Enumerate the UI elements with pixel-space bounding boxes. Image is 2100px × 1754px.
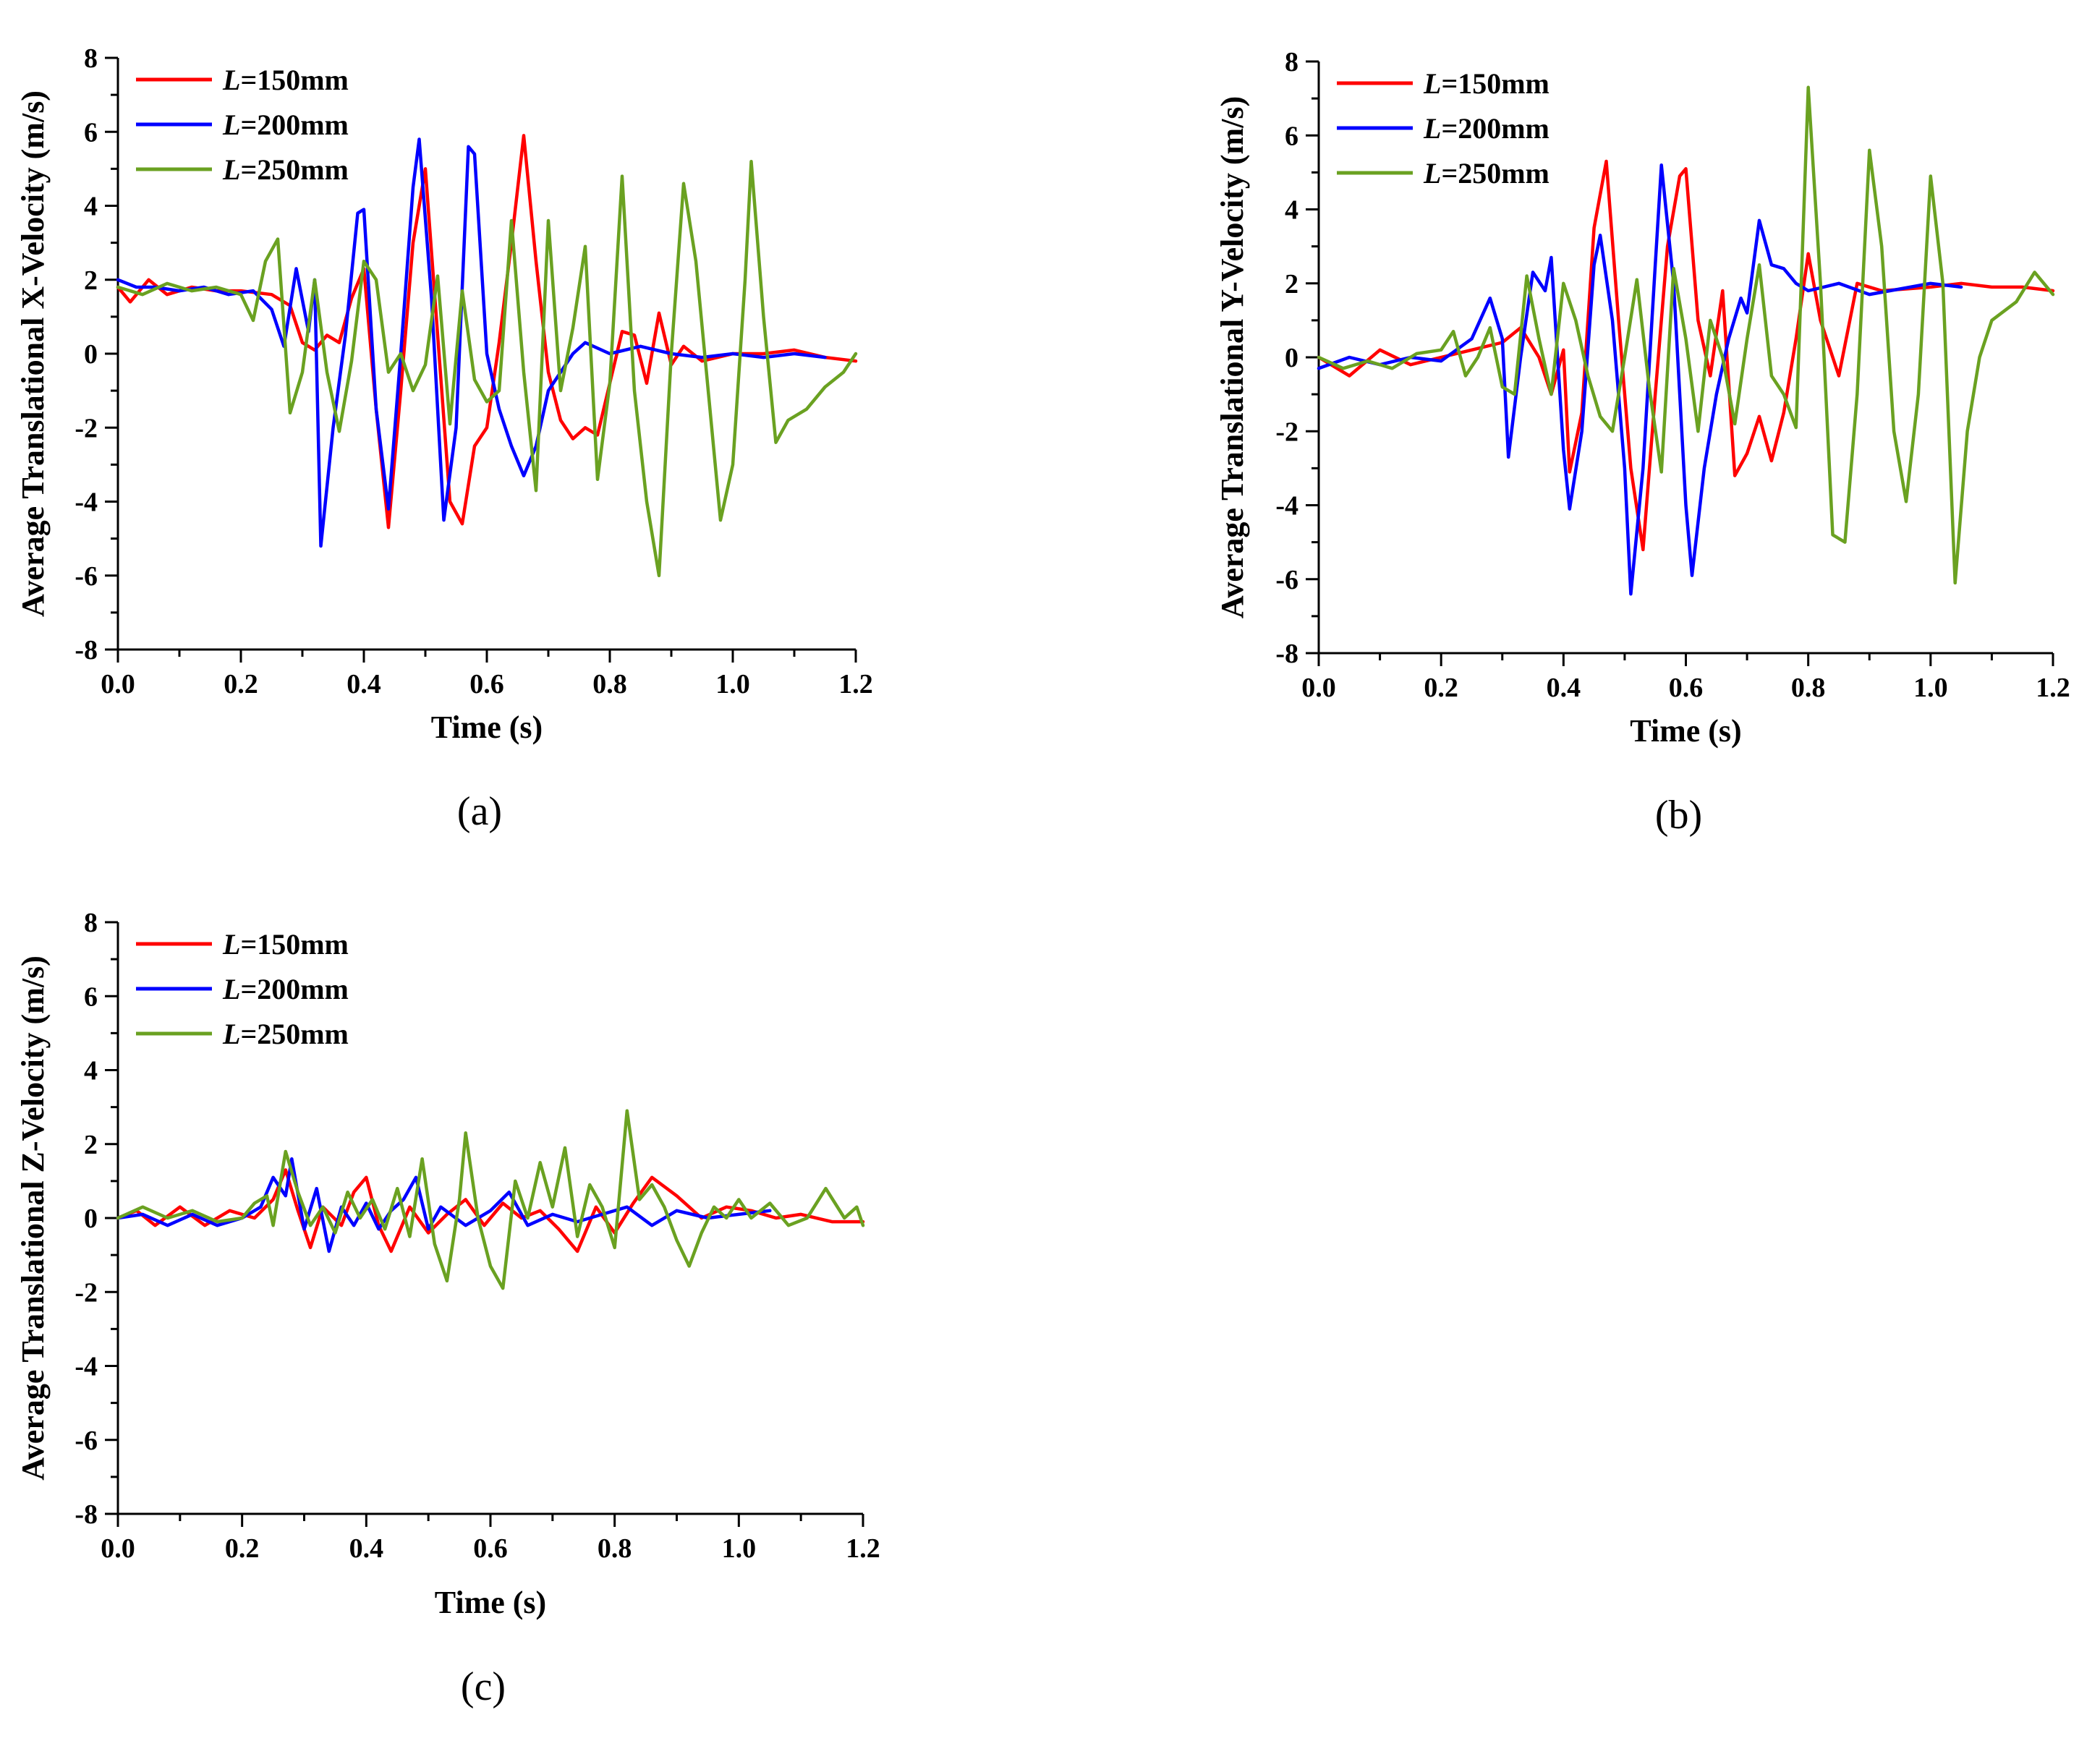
y-tick-label: 4: [84, 192, 98, 222]
legend-label: L=150mm: [222, 928, 349, 961]
y-tick-label: -6: [75, 561, 98, 592]
legend-label: L=150mm: [222, 64, 349, 96]
y-tick-label: 4: [1285, 195, 1298, 226]
legend-label-rest: =200mm: [240, 108, 348, 141]
legend-label-italic: L: [1423, 157, 1441, 190]
legend-label: L=250mm: [1423, 157, 1550, 190]
y-tick-label: -6: [75, 1426, 98, 1456]
series-line-150mm: [116, 134, 858, 529]
x-tick-label: 0.0: [101, 669, 135, 699]
x-tick-label: 0.6: [1669, 673, 1704, 703]
x-tick-label: 0.8: [592, 669, 627, 699]
legend-label-rest: =150mm: [1441, 67, 1549, 100]
y-tick-label: 2: [84, 265, 98, 296]
x-axis-title: Time (s): [435, 1585, 546, 1620]
y-tick-label: 0: [1285, 343, 1298, 373]
legend-label-rest: =150mm: [240, 64, 348, 96]
x-tick-label: 0.4: [347, 669, 381, 699]
y-tick-label: -8: [1275, 639, 1298, 669]
series-line-250mm: [1317, 85, 2055, 585]
chart-panel-c: 0.0 0.2 0.4 0.6 0.8 1.0 1.2-8-6-4-202468L=150m…: [15, 908, 880, 1709]
chart-panel-a: 0.0 0.2 0.4 0.6 0.8 1.0 1.2-8-6-4-202468L=150m…: [15, 43, 873, 834]
series-line-200mm: [116, 137, 827, 548]
legend-label-rest: =250mm: [1441, 157, 1549, 190]
series-line-200mm: [1317, 163, 1963, 596]
x-tick-label: 0.2: [225, 1533, 260, 1564]
y-tick-label: -2: [1275, 417, 1298, 447]
legend-label-rest: =250mm: [240, 1018, 348, 1050]
x-tick-label: 0.4: [349, 1533, 384, 1564]
y-tick-label: -4: [75, 1352, 98, 1382]
panel-caption: (c): [461, 1664, 506, 1709]
legend-label-italic: L: [1423, 67, 1441, 100]
y-tick-label: -2: [75, 413, 98, 443]
series-line-250mm: [116, 159, 858, 578]
series-line-150mm: [1317, 159, 2055, 552]
y-axis-title: Average Translational Z-Velocity (m/s): [15, 955, 51, 1481]
y-tick-label: 8: [84, 908, 98, 938]
y-tick-label: -8: [75, 1499, 98, 1530]
y-tick-label: 6: [84, 117, 98, 148]
x-tick-label: 0.0: [101, 1533, 135, 1564]
y-axis-title: Average Translational X-Velocity (m/s): [15, 90, 51, 617]
panel-caption: (a): [457, 789, 502, 834]
legend-label: L=250mm: [222, 153, 349, 186]
y-tick-label: -8: [75, 635, 98, 665]
y-tick-label: -4: [1275, 491, 1298, 521]
legend-label-italic: L: [222, 928, 240, 961]
legend-label: L=250mm: [222, 1018, 349, 1050]
y-tick-label: 6: [1285, 121, 1298, 151]
y-tick-label: 4: [84, 1056, 98, 1086]
legend-label-italic: L: [222, 973, 240, 1005]
y-tick-label: 8: [1285, 47, 1298, 77]
legend-label: L=150mm: [1423, 67, 1550, 100]
y-tick-label: -6: [1275, 565, 1298, 595]
y-tick-label: -4: [75, 488, 98, 518]
x-tick-label: 1.0: [722, 1533, 757, 1564]
x-tick-label: 0.8: [1791, 673, 1826, 703]
x-axis-title: Time (s): [431, 710, 543, 745]
y-tick-label: 2: [1285, 269, 1298, 299]
legend-label-rest: =150mm: [240, 928, 348, 961]
legend-label-italic: L: [222, 153, 240, 186]
x-tick-label: 0.4: [1547, 673, 1581, 703]
x-tick-label: 0.6: [473, 1533, 508, 1564]
legend-label: L=200mm: [222, 108, 349, 141]
legend-label-italic: L: [222, 64, 240, 96]
series-line-250mm: [116, 1109, 865, 1290]
series-line-150mm: [116, 1168, 865, 1253]
y-tick-label: 6: [84, 982, 98, 1012]
x-tick-label: 1.2: [838, 669, 873, 699]
legend-label-rest: =250mm: [240, 153, 348, 186]
legend-label: L=200mm: [222, 973, 349, 1005]
x-tick-label: 0.0: [1301, 673, 1336, 703]
y-tick-label: -2: [75, 1277, 98, 1308]
y-tick-label: 0: [84, 1204, 98, 1234]
legend-label-italic: L: [222, 1018, 240, 1050]
x-tick-label: 1.2: [2036, 673, 2070, 703]
x-tick-label: 0.2: [224, 669, 258, 699]
x-tick-label: 0.2: [1424, 673, 1458, 703]
x-tick-label: 1.0: [1913, 673, 1948, 703]
x-axis-title: Time (s): [1630, 713, 1741, 749]
x-tick-label: 1.0: [715, 669, 750, 699]
y-tick-label: 0: [84, 339, 98, 370]
legend-label-rest: =200mm: [240, 973, 348, 1005]
x-tick-label: 0.8: [598, 1533, 632, 1564]
legend-label-italic: L: [222, 108, 240, 141]
x-tick-label: 0.6: [469, 669, 504, 699]
panel-caption: (b): [1655, 793, 1702, 838]
y-axis-title: Average Translational Y-Velocity (m/s): [1215, 96, 1250, 618]
y-tick-label: 2: [84, 1130, 98, 1160]
legend-label: L=200mm: [1423, 112, 1550, 145]
legend-label-italic: L: [1423, 112, 1441, 145]
legend-label-rest: =200mm: [1441, 112, 1549, 145]
y-tick-label: 8: [84, 43, 98, 74]
series-line-200mm: [116, 1157, 772, 1253]
x-tick-label: 1.2: [846, 1533, 880, 1564]
chart-panel-b: 0.0 0.2 0.4 0.6 0.8 1.0 1.2-8-6-4-202468L=150m…: [1215, 47, 2070, 838]
